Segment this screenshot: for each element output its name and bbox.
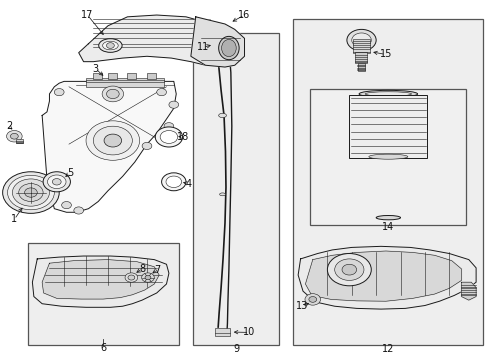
Circle shape (6, 131, 22, 142)
Circle shape (61, 202, 71, 209)
Circle shape (351, 33, 370, 47)
Ellipse shape (358, 90, 417, 98)
Circle shape (168, 101, 178, 108)
Circle shape (128, 275, 135, 280)
Text: 14: 14 (382, 222, 394, 231)
Text: 3: 3 (93, 64, 99, 74)
Text: 6: 6 (100, 343, 106, 353)
Text: 4: 4 (185, 179, 191, 189)
Circle shape (24, 188, 37, 197)
Circle shape (74, 207, 83, 214)
Bar (108, 73, 117, 78)
Polygon shape (32, 256, 168, 307)
Text: 9: 9 (233, 343, 239, 354)
Bar (193, 33, 278, 345)
Circle shape (155, 127, 182, 147)
Bar (352, 39, 369, 53)
Bar (348, 95, 427, 158)
Ellipse shape (368, 154, 407, 159)
Ellipse shape (99, 39, 122, 52)
Text: 7: 7 (154, 265, 161, 275)
Text: 2: 2 (6, 121, 12, 131)
Circle shape (163, 123, 173, 130)
Circle shape (106, 42, 114, 48)
Bar (86, 78, 163, 87)
Ellipse shape (365, 92, 411, 96)
Circle shape (47, 175, 66, 189)
Text: 13: 13 (295, 301, 307, 311)
Text: 5: 5 (67, 168, 73, 178)
Circle shape (52, 179, 61, 185)
Ellipse shape (216, 41, 222, 47)
Text: 15: 15 (379, 49, 391, 59)
Polygon shape (42, 81, 176, 212)
Circle shape (305, 294, 320, 305)
Circle shape (157, 89, 166, 96)
Circle shape (161, 173, 185, 191)
Bar (357, 63, 364, 71)
Bar (293, 19, 483, 345)
Circle shape (142, 273, 154, 282)
Circle shape (160, 131, 177, 143)
Ellipse shape (375, 216, 400, 220)
Circle shape (327, 253, 370, 286)
Circle shape (12, 179, 49, 206)
Text: 11: 11 (197, 42, 209, 52)
Ellipse shape (218, 113, 226, 118)
Circle shape (86, 121, 140, 160)
Circle shape (165, 176, 181, 188)
Circle shape (93, 126, 132, 155)
Circle shape (7, 175, 54, 210)
Circle shape (308, 297, 316, 302)
Bar (127, 73, 136, 78)
Circle shape (102, 86, 123, 102)
Circle shape (341, 264, 356, 275)
Text: 17: 17 (81, 10, 94, 20)
Polygon shape (298, 246, 475, 309)
Text: 10: 10 (243, 327, 255, 337)
Ellipse shape (213, 39, 224, 49)
Polygon shape (79, 15, 224, 65)
Text: 18: 18 (177, 132, 189, 142)
Bar (147, 73, 156, 78)
Circle shape (43, 172, 70, 192)
Bar (16, 139, 23, 143)
Polygon shape (190, 17, 244, 67)
Circle shape (10, 134, 18, 139)
Bar (215, 328, 229, 336)
Text: 12: 12 (382, 343, 394, 354)
Circle shape (19, 184, 43, 202)
Bar (354, 52, 366, 63)
Circle shape (142, 142, 152, 149)
Polygon shape (42, 260, 159, 299)
Circle shape (346, 30, 375, 51)
Text: 1: 1 (11, 215, 18, 224)
Circle shape (334, 259, 363, 280)
Bar (310, 89, 466, 225)
Ellipse shape (218, 36, 239, 60)
Text: 8: 8 (139, 264, 145, 274)
Circle shape (125, 273, 138, 282)
Bar (93, 73, 102, 78)
Circle shape (145, 275, 151, 280)
Text: 16: 16 (238, 10, 250, 20)
Bar (27, 243, 178, 345)
Ellipse shape (221, 40, 236, 57)
Polygon shape (305, 251, 461, 301)
Circle shape (2, 172, 59, 213)
Ellipse shape (219, 193, 225, 196)
Circle shape (104, 134, 122, 147)
Circle shape (106, 89, 119, 99)
Circle shape (54, 89, 64, 96)
Ellipse shape (102, 41, 118, 50)
Polygon shape (461, 282, 475, 300)
